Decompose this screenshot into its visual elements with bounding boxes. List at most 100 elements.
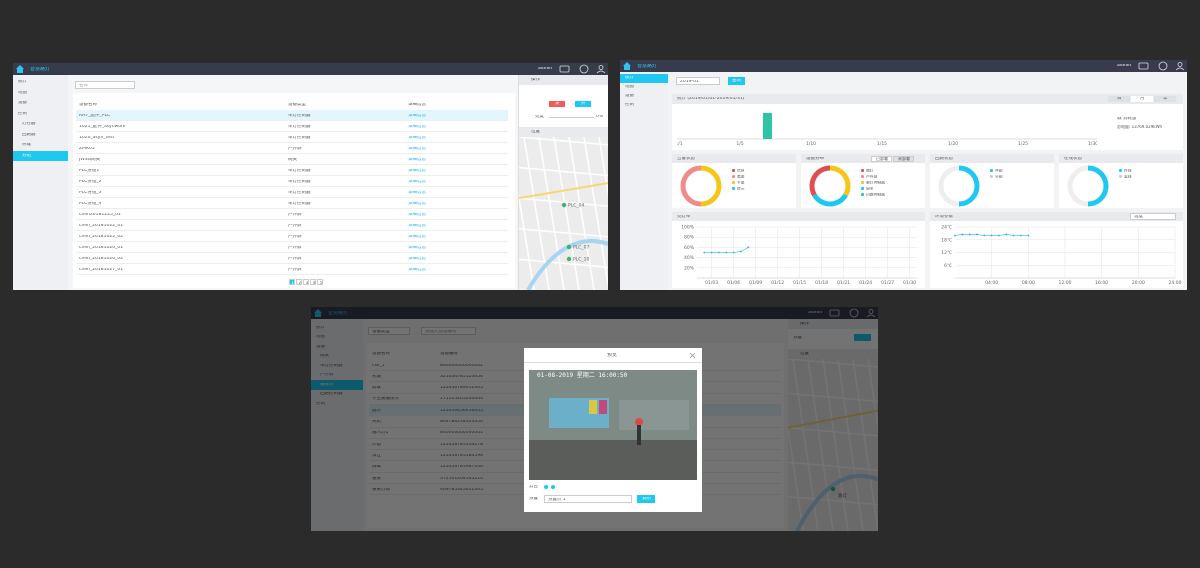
detail-link[interactable]: 详细信息: [408, 157, 426, 162]
detail-link[interactable]: 详细信息: [408, 135, 426, 140]
preset-select[interactable]: 预置点 1: [544, 495, 632, 503]
page-button[interactable]: 4: [310, 279, 316, 285]
x-tick-label: 1/30: [1088, 141, 1097, 147]
detail-link[interactable]: 详细信息: [408, 168, 426, 173]
table-cell: chen_20181022_02: [79, 234, 124, 239]
panel-title: 环境参数: [935, 214, 953, 219]
feed-umbrella: [635, 418, 643, 426]
x-tick-label: 1/20: [948, 141, 958, 147]
off-label: 关: [555, 102, 560, 106]
table-cell: 户外屏: [288, 256, 302, 261]
line-panel: 亮灯率 20% 40% 60% 80% 100% 01/03 01/06 01/09 01/12 0…: [672, 212, 925, 288]
user-name: admin: [1117, 64, 1132, 68]
menu-item[interactable]: 回路器: [13, 130, 68, 141]
table-cell: 单灯控制器: [288, 179, 311, 184]
period-tab-label: 月: [1140, 96, 1145, 101]
status-panel: 告警状态 信息 重要 主要 提示: [672, 154, 796, 208]
detail-link[interactable]: 详细信息: [408, 146, 426, 151]
page-button[interactable]: 2: [296, 279, 302, 285]
donut-segment: [700, 165, 722, 207]
control-panel: 操作关 开亮度 0% 位置 PLC_04 PLC_07 PLC_10: [518, 75, 608, 290]
legend-swatch: [861, 193, 864, 196]
energy-panel: 统计 (2019/01/01-2019/01/31)日月年1/11/51/101…: [672, 94, 1183, 150]
detail-link[interactable]: 详细信息: [408, 267, 426, 272]
menu-item[interactable]: 地图: [13, 88, 68, 99]
menu-item[interactable]: 设备: [13, 98, 68, 109]
search-placeholder: 名称: [79, 83, 88, 88]
panel-title: 设备分布: [806, 156, 824, 161]
x-tick-label: 01/18: [815, 280, 828, 286]
detail-link[interactable]: 详细信息: [408, 124, 426, 129]
donut-chart: [680, 165, 722, 207]
feed-person: [637, 425, 641, 445]
period-tab[interactable]: 年: [1154, 96, 1176, 102]
call-label: 调用: [642, 496, 651, 501]
y-tick-label: 60%: [684, 245, 695, 251]
menu-label: 控制: [18, 111, 27, 116]
menu-item[interactable]: 统计: [13, 77, 68, 88]
menu-label: 终端: [22, 143, 31, 147]
query-button[interactable]: 查询: [728, 77, 745, 85]
ptz-control[interactable]: [551, 485, 555, 489]
period-tab-label: 日: [1117, 96, 1122, 101]
call-button[interactable]: 调用: [637, 495, 655, 503]
detail-link[interactable]: 详细信息: [408, 201, 426, 206]
period-tab[interactable]: 月: [1131, 96, 1153, 102]
statistics-screen: 智慧路灯 admin 统计 地图 设备 控制 2019-01 查询 统计 (2019/01/01…: [620, 60, 1187, 290]
detail-link[interactable]: 详细信息: [408, 113, 426, 118]
page-button[interactable]: 5: [317, 279, 323, 285]
param-select[interactable]: 温度: [1130, 213, 1176, 220]
donut-chart: [809, 165, 851, 207]
device-list-screen: 智慧路灯 admin 统计 地图 设备 控制 灯控器 回路器 终端 分组 设备名称 设备类型 详细信息 R…: [13, 63, 608, 290]
menu-item[interactable]: 终端: [13, 140, 68, 151]
table-card: 设备名称 设备类型 详细信息 RHY_配件_PLC 单灯控制器 详细信息 1021_配件_a…: [73, 93, 515, 288]
detail-link[interactable]: 详细信息: [408, 256, 426, 261]
menu-item[interactable]: 分组: [13, 150, 68, 161]
ptz-control[interactable]: [544, 485, 548, 489]
menu-item[interactable]: 设备: [620, 92, 668, 101]
menu-label: 设备: [625, 94, 634, 99]
deploy-tab[interactable]: 未部署: [893, 155, 914, 162]
menu-item[interactable]: 统计: [620, 74, 668, 83]
search-box[interactable]: 名称: [75, 81, 135, 89]
menu-label: 灯控器: [22, 122, 36, 126]
panel-header-bg: [1059, 154, 1183, 163]
map-road: [583, 137, 608, 289]
detail-link[interactable]: 详细信息: [408, 212, 426, 217]
y-tick-label: 12℃: [941, 250, 952, 256]
x-tick-label: 01/27: [881, 280, 894, 286]
data-point: [983, 234, 986, 237]
period-tab[interactable]: 日: [1108, 96, 1130, 102]
table-row: JWSG网关 网关 详细信息: [76, 154, 508, 165]
detail-link[interactable]: 详细信息: [408, 223, 426, 228]
home-icon-shape: [16, 65, 24, 73]
table-row: chen_20181027_01 户外屏 详细信息: [76, 264, 508, 275]
off-button[interactable]: 关: [549, 101, 565, 107]
y-tick-label: 18℃: [941, 237, 952, 243]
table-cell: JWSG网关: [79, 157, 101, 162]
detail-link[interactable]: 详细信息: [408, 245, 426, 250]
camera-screen: 智慧路灯admin统计地图设备网关单灯控制器户外屏摄像头回路控制器控制设备类型请…: [311, 307, 878, 531]
detail-link[interactable]: 详细信息: [408, 179, 426, 184]
page-button[interactable]: 1: [289, 279, 295, 285]
menu-item[interactable]: 地图: [620, 83, 668, 92]
table-cell: RHY_配件_PLC: [79, 113, 111, 118]
y-tick-label: 100%: [681, 225, 695, 231]
page-button[interactable]: 3: [303, 279, 309, 285]
map-road: [519, 193, 535, 290]
brightness-slider[interactable]: [549, 116, 594, 118]
data-point: [710, 251, 713, 254]
legend-label: 户外屏: [866, 174, 878, 179]
menu-item[interactable]: 控制: [620, 101, 668, 110]
legend-label: 网关: [866, 186, 874, 191]
x-tick-label: 01/03: [705, 280, 718, 286]
table-row: chen_20181022_01 户外屏 详细信息: [76, 220, 508, 231]
menu-item[interactable]: 控制: [13, 109, 68, 120]
deploy-tab[interactable]: 已部署: [871, 155, 892, 162]
on-button[interactable]: 开: [575, 101, 591, 107]
preview-modal: 预览 01-08-2019 星期二 16:00:50 云台 预置 预置点 1 调用: [524, 348, 702, 512]
month-select[interactable]: 2019-01: [676, 77, 720, 85]
detail-link[interactable]: 详细信息: [408, 234, 426, 239]
detail-link[interactable]: 详细信息: [408, 190, 426, 195]
menu-item[interactable]: 灯控器: [13, 119, 68, 130]
